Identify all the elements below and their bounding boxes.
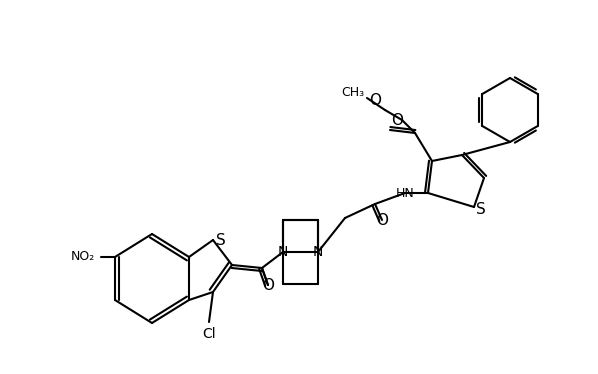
Text: NO₂: NO₂ (71, 251, 95, 264)
Text: S: S (476, 202, 486, 217)
Text: S: S (216, 233, 226, 248)
Text: O: O (391, 113, 403, 128)
Text: O: O (376, 212, 388, 227)
Text: N: N (278, 245, 288, 259)
Text: N: N (313, 245, 323, 259)
Text: O: O (262, 278, 274, 292)
Text: O: O (369, 92, 381, 107)
Text: HN: HN (396, 187, 414, 199)
Text: CH₃: CH₃ (341, 86, 365, 98)
Text: Cl: Cl (202, 327, 216, 341)
